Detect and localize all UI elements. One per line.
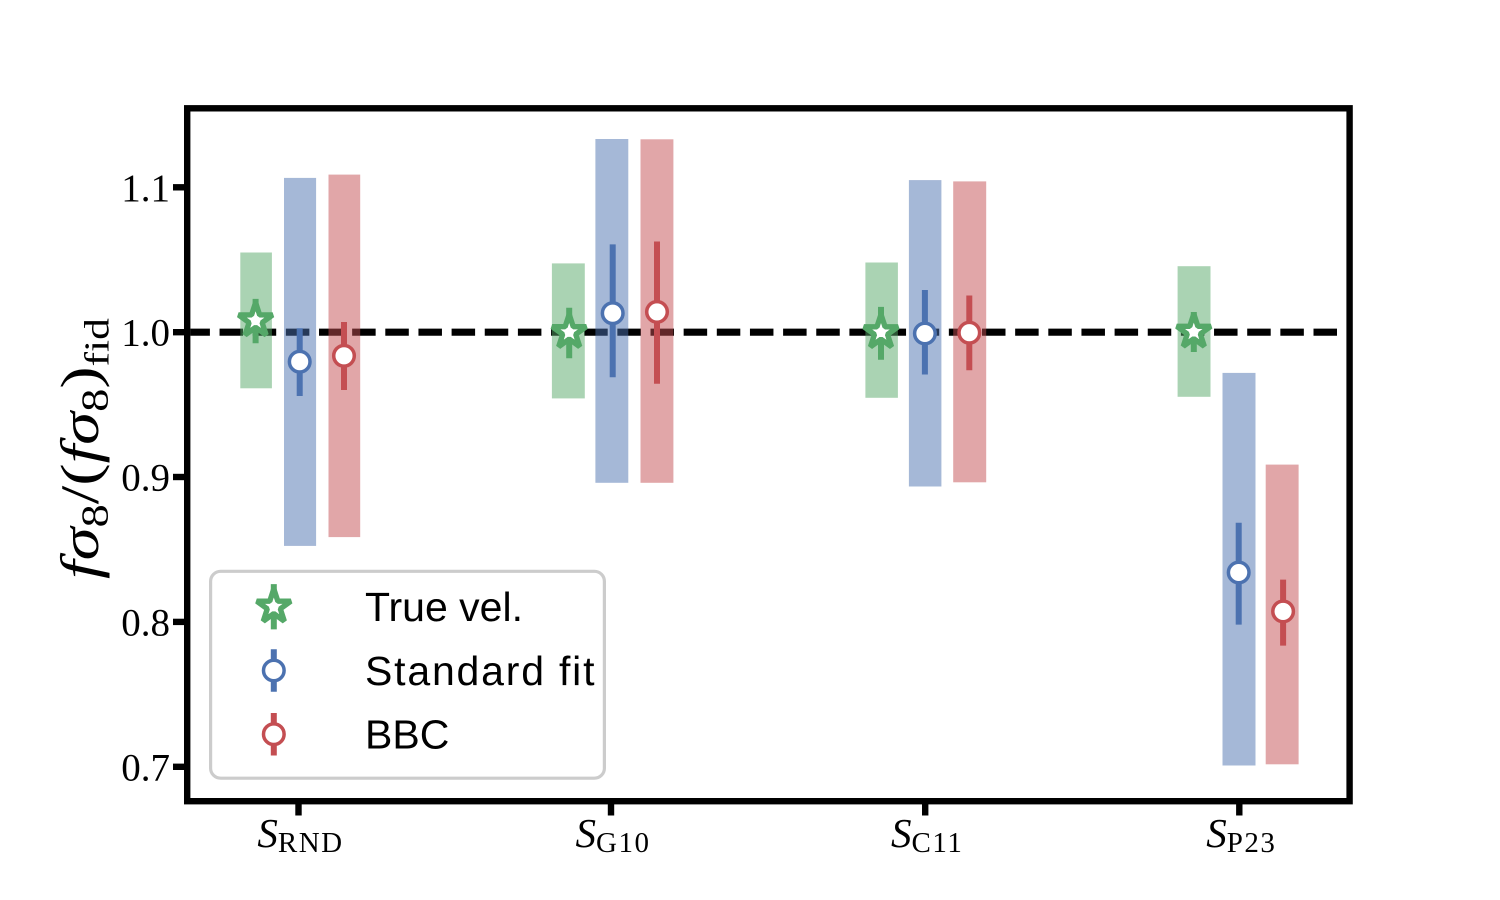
svg-text:1.0: 1.0	[121, 312, 170, 355]
svg-text:1.1: 1.1	[121, 167, 170, 210]
svg-text:True vel.: True vel.	[365, 584, 523, 630]
svg-text:fσ8/(fσ8)fid: fσ8/(fσ8)fid	[51, 318, 117, 579]
svg-text:0.9: 0.9	[121, 457, 170, 500]
svg-text:SG10: SG10	[576, 810, 651, 859]
svg-text:SRND: SRND	[257, 810, 343, 859]
svg-text:0.7: 0.7	[121, 746, 170, 789]
svg-text:SC11: SC11	[891, 810, 963, 859]
svg-text:BBC: BBC	[365, 712, 449, 758]
svg-text:Standard fit: Standard fit	[365, 648, 596, 694]
svg-text:0.8: 0.8	[121, 601, 170, 644]
svg-text:SP23: SP23	[1206, 810, 1276, 859]
